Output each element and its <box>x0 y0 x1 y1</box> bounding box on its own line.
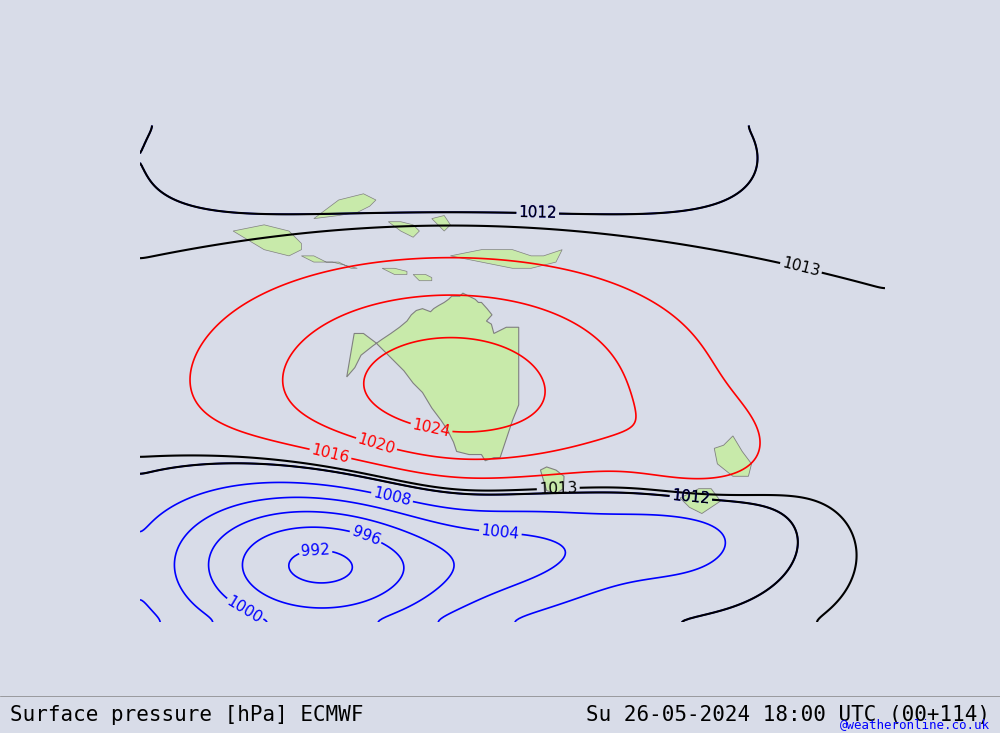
Polygon shape <box>301 256 357 268</box>
Polygon shape <box>233 225 301 256</box>
Polygon shape <box>714 436 752 476</box>
Polygon shape <box>450 250 562 268</box>
Text: 1004: 1004 <box>480 523 520 542</box>
Text: 996: 996 <box>350 524 382 548</box>
Polygon shape <box>413 274 432 281</box>
Text: Su 26-05-2024 18:00 UTC (00+114): Su 26-05-2024 18:00 UTC (00+114) <box>586 704 990 725</box>
Text: 1016: 1016 <box>310 442 351 465</box>
Text: 1012: 1012 <box>518 205 557 221</box>
Polygon shape <box>388 221 419 237</box>
Polygon shape <box>432 216 450 231</box>
Text: 1013: 1013 <box>539 480 578 497</box>
Polygon shape <box>314 194 376 218</box>
Polygon shape <box>347 293 519 461</box>
Text: 992: 992 <box>301 542 330 559</box>
Text: 1012: 1012 <box>518 205 557 221</box>
Text: 1024: 1024 <box>411 417 452 440</box>
Text: 1020: 1020 <box>356 431 397 457</box>
Polygon shape <box>540 467 564 493</box>
Polygon shape <box>382 268 407 274</box>
Text: 1013: 1013 <box>780 256 822 280</box>
Text: @weatheronline.co.uk: @weatheronline.co.uk <box>840 718 990 731</box>
Text: 1012: 1012 <box>671 489 711 507</box>
Polygon shape <box>680 489 720 514</box>
Text: 1008: 1008 <box>372 485 413 509</box>
Text: Surface pressure [hPa] ECMWF: Surface pressure [hPa] ECMWF <box>10 704 364 725</box>
Text: 1012: 1012 <box>671 489 711 507</box>
Text: 1000: 1000 <box>224 593 265 626</box>
